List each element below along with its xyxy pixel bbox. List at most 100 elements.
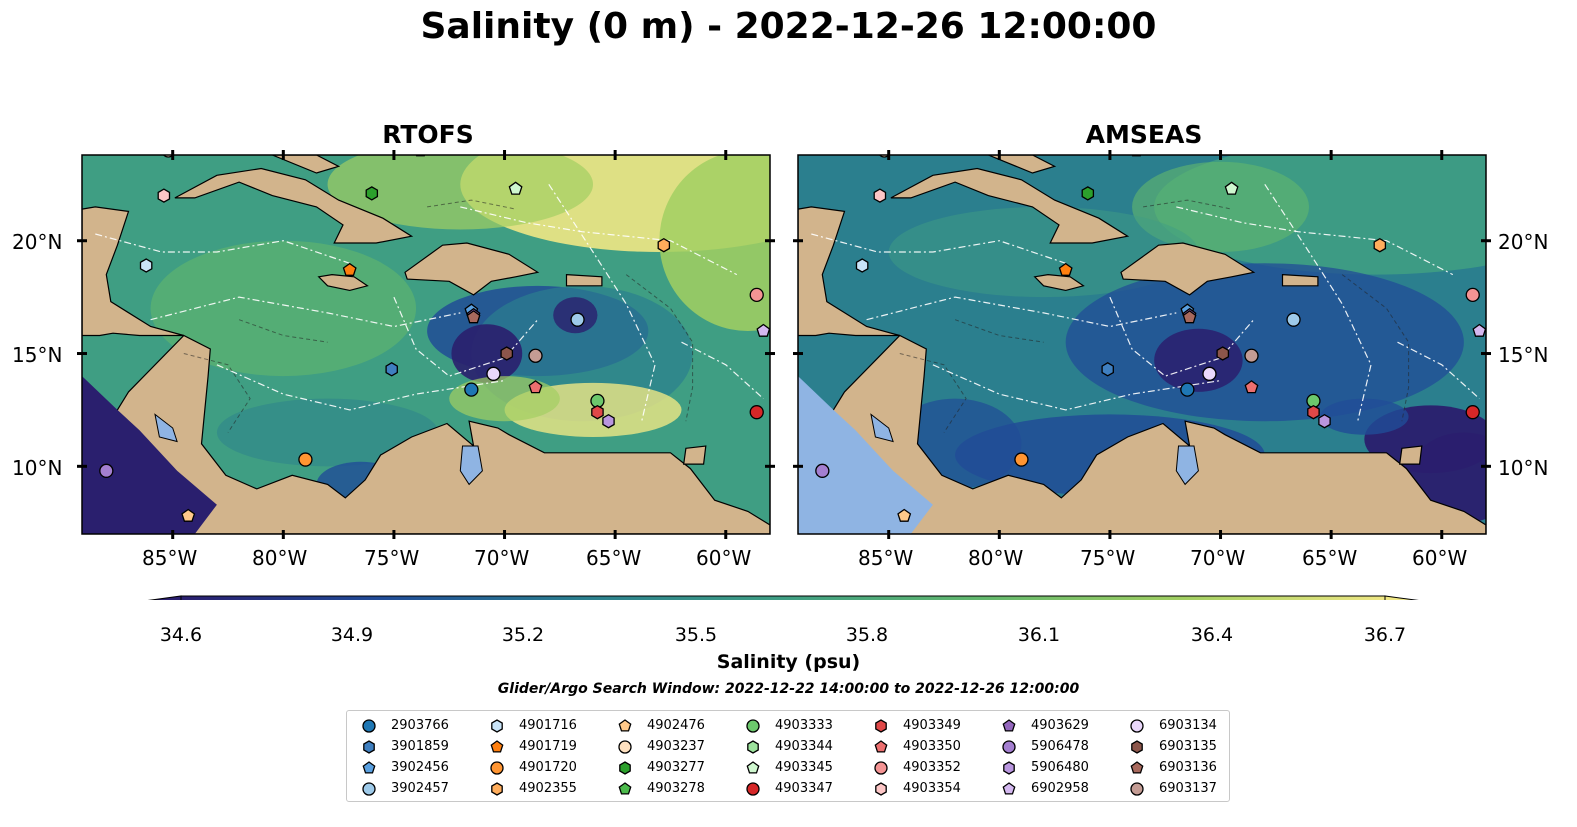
legend-item: 4903354 [871,778,961,799]
legend-column: 4903349 4903350 4903352 4903354 [871,715,961,799]
legend-marker [1130,781,1144,796]
legend-label: 3901859 [391,739,449,754]
legend-item: 4903237 [615,736,705,757]
legend-marker [746,781,760,796]
float-marker-4901719 [342,262,357,276]
float-marker-4903349 [1307,404,1320,420]
legend-marker [490,739,504,753]
legend-item: 3902457 [359,778,449,799]
legend-label: 4903629 [1031,718,1089,733]
land-trinidad [683,445,707,465]
float-marker-4903277 [1081,186,1095,201]
float-marker-3902457 [1286,312,1301,327]
legend-item: 4901719 [487,736,577,757]
legend-label: 4902476 [647,718,705,733]
float-marker-3902457 [570,312,585,327]
float-marker-4903278 [415,155,426,157]
colorbar-extend-min [147,595,182,600]
eez-boundary [866,296,1177,328]
circle-marker-icon [1130,781,1144,796]
float-marker-4903352 [1465,287,1480,303]
legend-label: 6903134 [1159,718,1217,733]
legend-marker [746,718,760,733]
legend-label: 3902456 [391,760,449,775]
legend-item: 4903277 [615,757,705,778]
salinity-maps [77,150,1491,600]
low-salinity-region [1320,398,1409,435]
lon-label-70w-rtofs: 70°W [474,546,530,570]
hexagon-marker-icon [491,781,503,796]
float-marker-6903136 [466,310,481,324]
legend-label: 4903278 [647,781,705,796]
circle-marker-icon [362,718,376,733]
legend-label: 4903349 [903,718,961,733]
legend-marker [363,739,375,754]
land-jamaica [1033,273,1085,292]
legend-label: 2903766 [391,718,449,733]
map-frame-amseas [797,154,1487,535]
float-marker-4903350 [1244,380,1259,394]
legend-column: 4903629 5906478 5906480 6902958 [999,715,1089,799]
map-panel-rtofs [82,155,770,534]
land-central-south-america [798,334,1486,534]
legend-label: 6903137 [1159,781,1217,796]
legend-item: 4902476 [615,715,705,736]
float-marker-6903137 [1244,348,1259,363]
float-marker-4903350 [528,380,543,394]
float-marker-4901720 [1014,452,1029,467]
lon-label-65w-amseas: 65°W [1302,546,1358,570]
legend-label: 4903237 [647,739,705,754]
pentagon-marker-icon [1002,781,1016,795]
colorbar-label: Salinity (psu) [716,651,861,673]
eez-boundary [1264,183,1372,422]
lake-maracaibo [1175,445,1199,486]
legend-item: 4902355 [487,778,577,799]
pentagon-marker-icon [746,760,760,774]
float-marker-6903135 [500,346,514,361]
colorbar-tick-label: 35.8 [845,624,889,646]
legend-marker [874,739,888,753]
float-marker-4902476 [897,508,912,522]
float-marker-4903347 [749,405,764,420]
lat-label-20n-right: 20°N [1498,230,1549,254]
high-salinity-region [327,155,593,230]
bathymetry-contour [1143,199,1232,210]
lake-nicaragua [154,413,178,443]
circle-marker-icon [490,760,504,775]
panel-title-rtofs: RTOFS [382,120,474,149]
land-hispaniola [1120,242,1256,296]
circle-marker-icon [746,718,760,733]
land-puerto-rico [1281,273,1319,287]
float-marker-4901716 [855,258,869,273]
colorbar-tick-label: 36.7 [1363,624,1407,646]
lon-label-80w-amseas: 80°W [968,546,1024,570]
float-marker-3901859 [385,362,398,377]
float-marker-6903134 [486,366,501,381]
legend-label: 4903354 [903,781,961,796]
legend-label: 4902355 [519,781,577,796]
low-salinity-eddy [1154,328,1243,392]
colorbar-tick-label: 34.9 [330,624,374,646]
legend-marker [618,718,632,732]
legend-item: 4903352 [871,757,961,778]
land-yucatan [798,206,900,337]
legend-column: 2903766 3901859 3902456 3902457 [359,715,449,799]
float-marker-4902355 [657,237,671,253]
float-marker-4903345 [508,181,523,195]
salinity-region [888,206,1199,298]
eez-boundary [460,206,738,276]
eez-boundary [681,341,764,400]
legend-item: 4903349 [871,715,961,736]
float-marker-5906478 [99,463,114,478]
legend-label: 3902457 [391,781,449,796]
float-marker-6903136 [1182,310,1197,324]
land-cuba [174,167,414,244]
eez-boundary [1397,341,1480,400]
legend-marker [491,718,503,733]
pentagon-marker-icon [874,739,888,753]
lake-maracaibo [459,445,483,486]
legend-item: 4901720 [487,757,577,778]
lat-label-20n-left: 20°N [12,230,63,254]
low-salinity-eddy [451,324,523,383]
float-marker-4903349 [591,404,604,420]
